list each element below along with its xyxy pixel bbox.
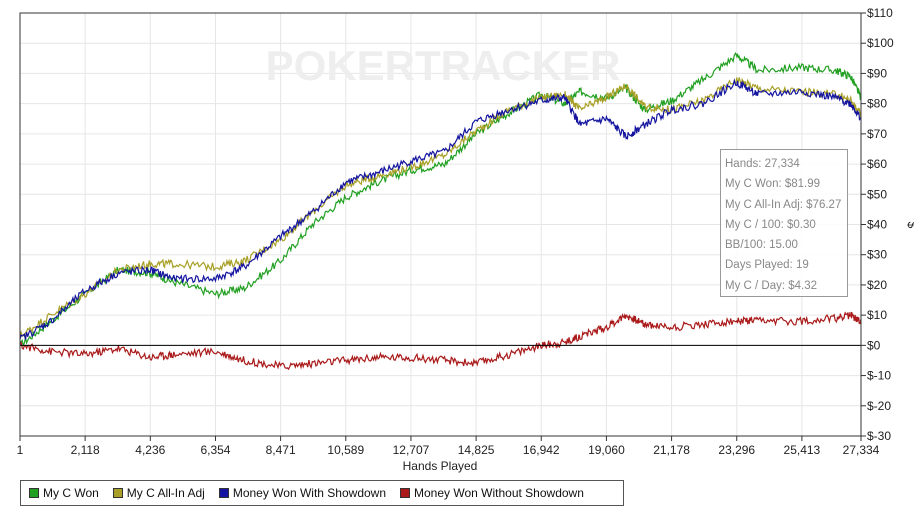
x-tick-label-6: 12,707 [393, 443, 430, 457]
legend: My C Won My C All-In Adj Money Won With … [20, 480, 624, 506]
y-tick-label-12: $90 [867, 66, 887, 80]
x-tick-label-7: 14,825 [458, 443, 495, 457]
legend-swatch-won [29, 488, 39, 498]
x-tick-label-13: 27,334 [843, 443, 880, 457]
legend-item-without-showdown[interactable]: Money Won Without Showdown [400, 486, 584, 500]
y-tick-label-10: $70 [867, 127, 887, 141]
x-tick-label-3: 6,354 [200, 443, 230, 457]
series-line-1 [19, 77, 862, 338]
y-axis-label: $ [905, 222, 914, 229]
y-tick-label-3: $0 [867, 338, 881, 352]
legend-swatch-without-showdown [400, 488, 411, 498]
legend-item-with-showdown[interactable]: Money Won With Showdown [218, 486, 387, 500]
x-tick-label-9: 19,060 [588, 443, 625, 457]
y-tick-label-1: $-20 [867, 399, 891, 413]
y-tick-label-4: $10 [867, 308, 887, 322]
x-tick-label-1: 2,118 [71, 443, 100, 457]
x-tick-label-0: 1 [17, 443, 24, 457]
watermark: POKERTRACKER [266, 42, 621, 89]
legend-item-won[interactable]: My C Won [29, 486, 99, 500]
legend-label-without-showdown: Money Won Without Showdown [414, 486, 584, 500]
x-axis-label: Hands Played [403, 459, 478, 473]
info-per-day: My C / Day: $4.32 [725, 279, 818, 292]
y-tick-label-2: $-10 [867, 369, 891, 383]
info-allin-adj: My C All-In Adj: $76.27 [725, 198, 842, 211]
y-tick-label-11: $80 [867, 97, 887, 111]
legend-swatch-with-showdown [218, 488, 229, 498]
y-tick-label-8: $50 [867, 187, 887, 201]
y-tick-label-7: $40 [867, 218, 887, 232]
x-tick-label-12: 25,413 [784, 443, 821, 457]
series-line-2 [19, 78, 862, 340]
legend-item-allin-adj[interactable]: My C All-In Adj [112, 486, 205, 500]
legend-swatch-allin-adj [112, 488, 123, 498]
x-tick-label-10: 21,178 [653, 443, 690, 457]
series-lines [19, 51, 862, 371]
info-bb-100: BB/100: 15.00 [725, 239, 798, 252]
y-tick-label-5: $20 [867, 278, 887, 292]
x-axis: 1 2,118 4,236 6,354 8,471 10,589 12,707 14,825 1… [17, 436, 880, 457]
y-tick-label-6: $30 [867, 248, 887, 262]
series-line-3 [19, 311, 862, 371]
info-won: My C Won: $81.99 [725, 178, 821, 191]
y-tick-label-0: $-30 [867, 429, 891, 443]
legend-label-allin-adj: My C All-In Adj [126, 486, 205, 500]
info-hands: Hands: 27,334 [725, 158, 800, 170]
y-tick-label-14: $110 [867, 6, 893, 20]
info-days-played: Days Played: 19 [725, 259, 809, 272]
x-tick-label-5: 10,589 [327, 443, 364, 457]
y-tick-label-13: $100 [867, 36, 894, 50]
x-tick-label-8: 16,942 [523, 443, 560, 457]
grid [19, 12, 862, 437]
legend-label-won: My C Won [43, 486, 99, 500]
x-tick-label-11: 23,296 [718, 443, 755, 457]
x-tick-label-4: 8,471 [266, 443, 296, 457]
y-tick-label-9: $60 [867, 157, 887, 171]
x-tick-label-2: 4,236 [135, 443, 165, 457]
info-per-100: My C / 100: $0.30 [725, 218, 816, 231]
y-axis: $-30 $-20 $-10 $0 $10 $20 $30 $40 $50 $60 $70 $80 $9… [861, 6, 894, 443]
stats-info-box: Hands: 27,334 My C Won: $81.99 My C All-… [720, 149, 848, 297]
watermark-text: POKERTRACKER [266, 42, 621, 89]
legend-label-with-showdown: Money Won With Showdown [232, 486, 387, 500]
